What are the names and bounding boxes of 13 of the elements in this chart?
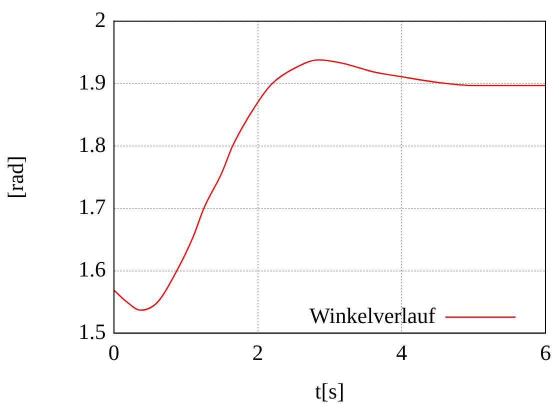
x-tick-label: 0 (108, 340, 120, 366)
y-tick-label: 1.9 (78, 69, 106, 94)
x-tick-label: 4 (396, 340, 408, 366)
y-tick-label: 1.6 (78, 256, 106, 282)
y-tick-label: 1.8 (78, 132, 106, 157)
x-tick-label: 6 (540, 340, 551, 366)
x-tick-label: 2 (252, 340, 264, 366)
x-axis-title: t[s] (315, 378, 344, 404)
legend-label: Winkelverlauf (309, 302, 436, 328)
y-tick-label: 1.7 (78, 194, 106, 220)
y-axis-title: [rad] (2, 156, 28, 199)
y-tick-label: 1.5 (78, 318, 106, 344)
y-tick-label: 2 (94, 6, 106, 32)
